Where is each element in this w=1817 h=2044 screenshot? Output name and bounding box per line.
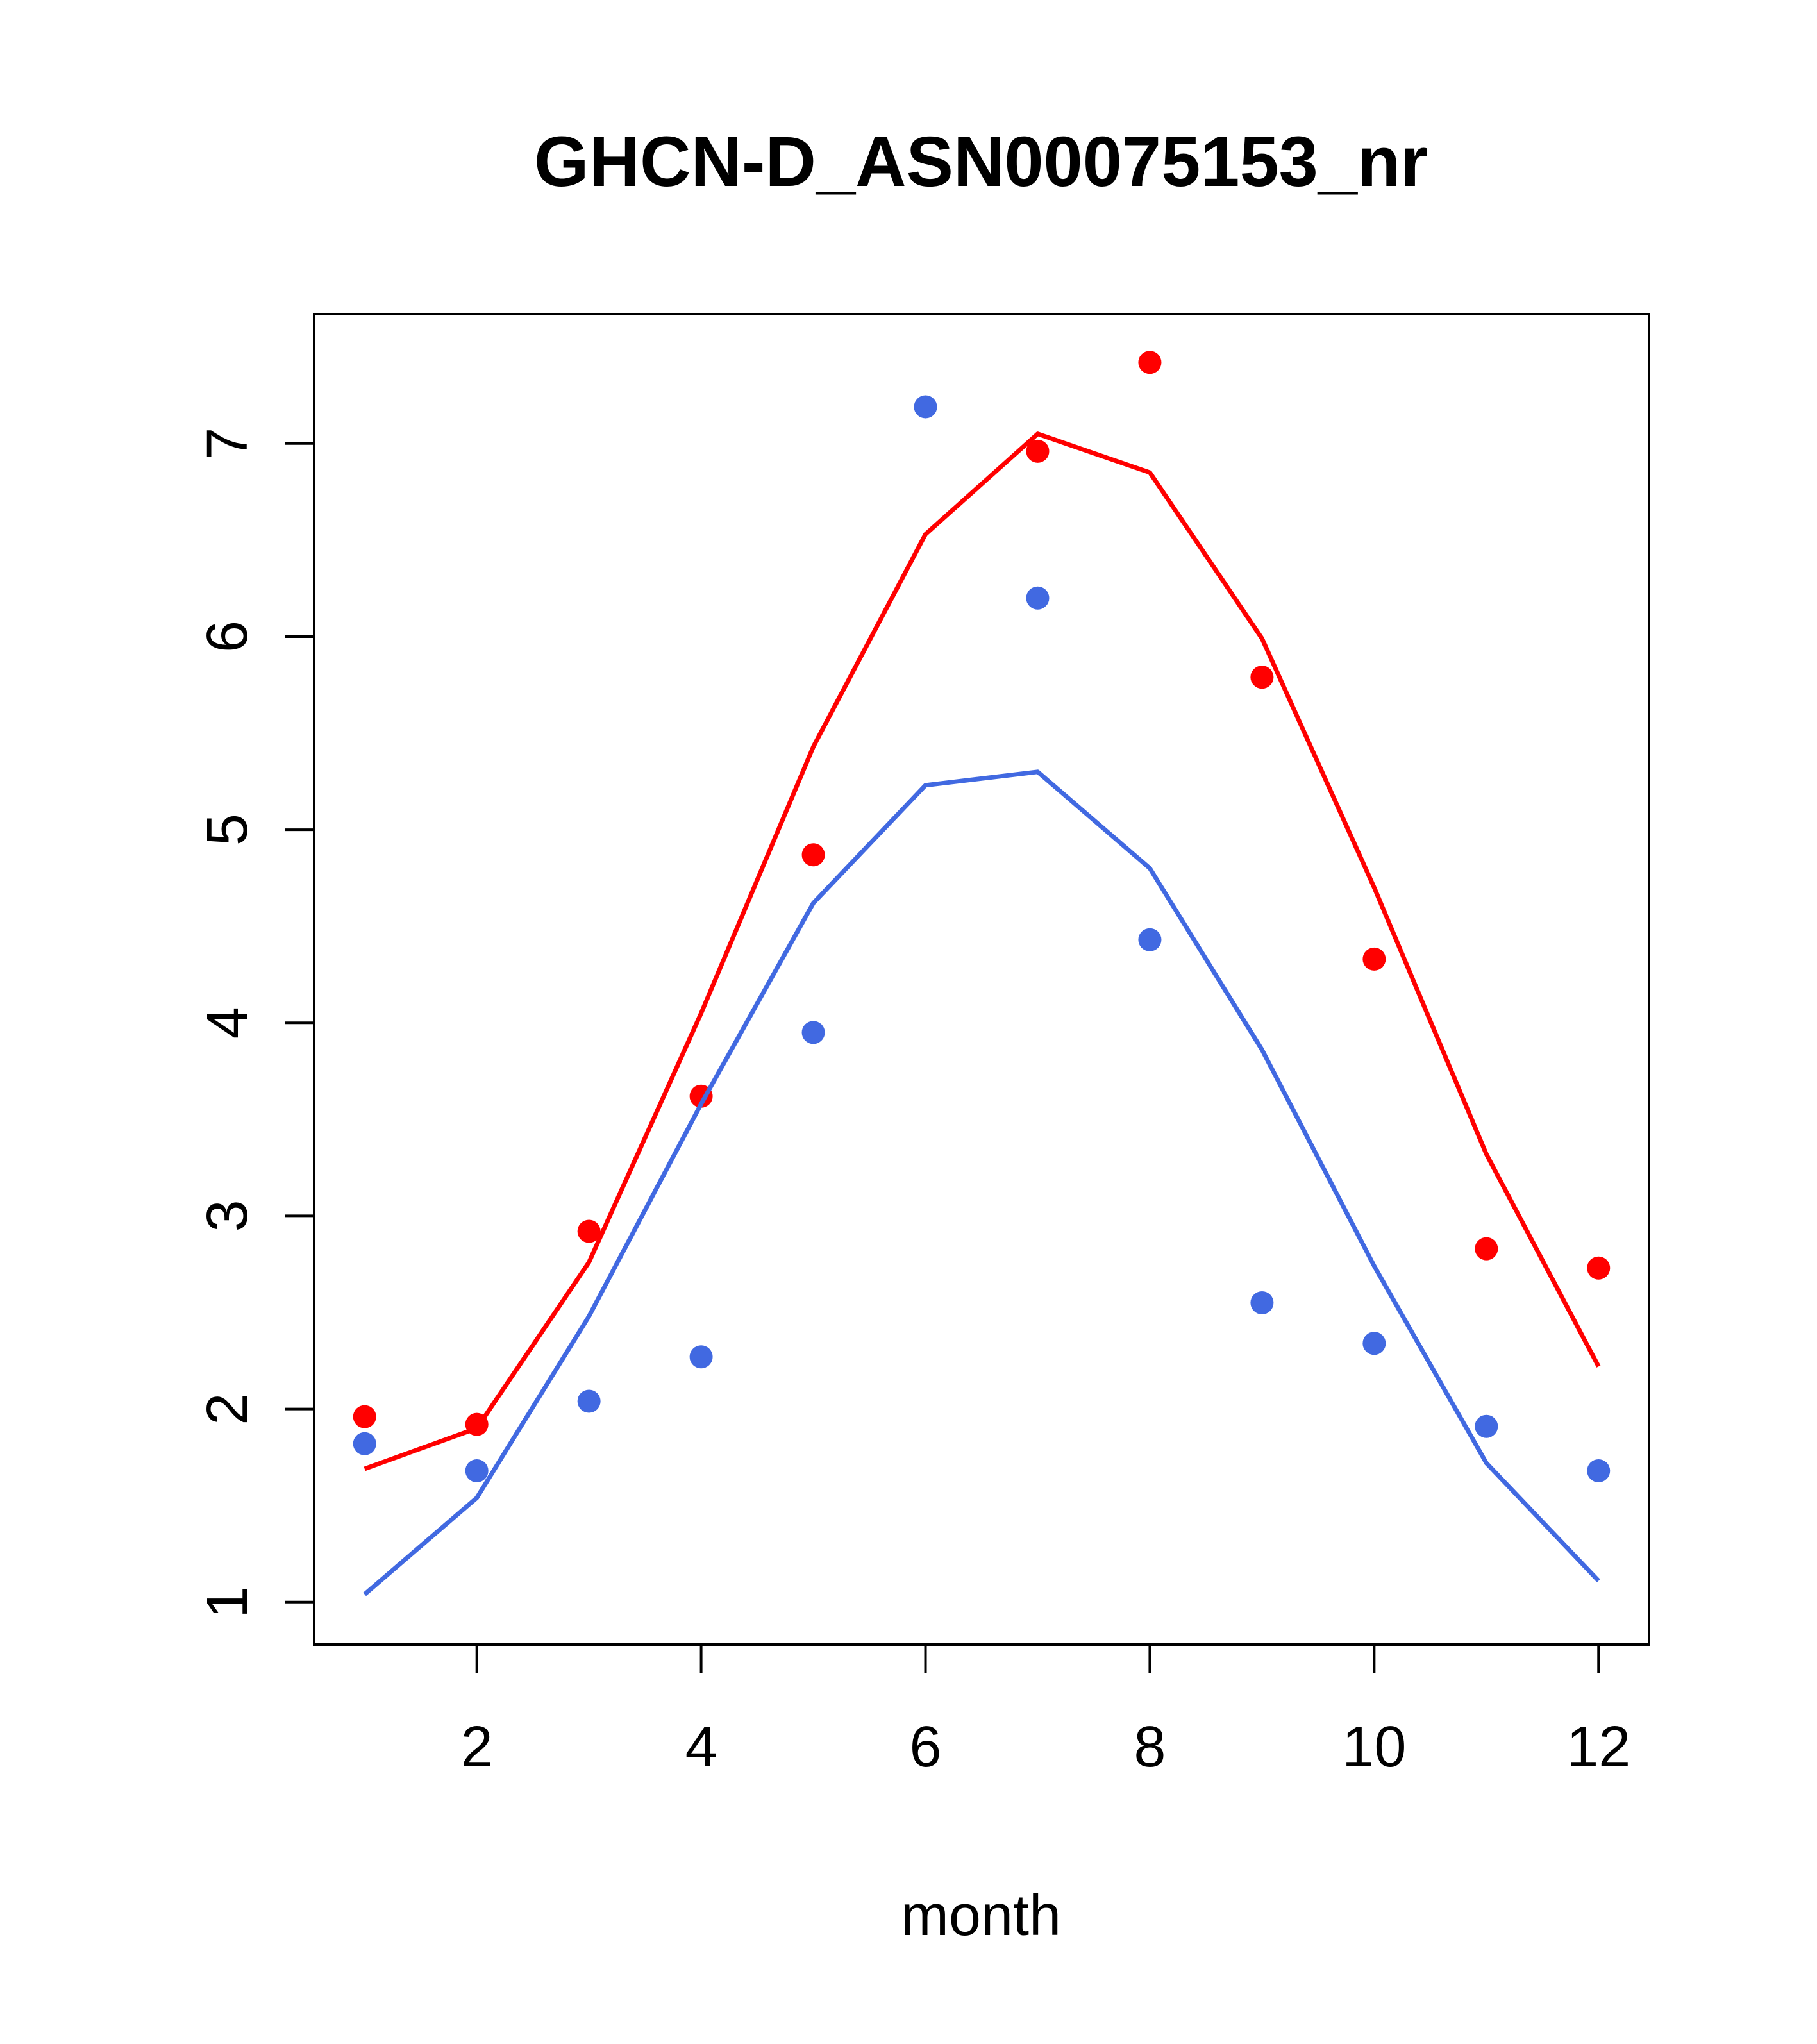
x-tick-label: 2 [461,1715,493,1779]
data-point [353,1405,376,1428]
data-point [1250,1291,1274,1314]
x-tick-label: 4 [685,1715,717,1779]
data-point [801,843,825,867]
data-point [1587,1256,1611,1280]
x-tick-label: 10 [1342,1715,1406,1779]
data-point [577,1389,601,1413]
data-point [1138,351,1162,374]
chart-title: GHCN-D_ASN00075153_nr [534,122,1428,201]
series-1 [353,351,1611,1471]
x-axis: 2 4 6 8 10 12 [461,1643,1630,1779]
data-point [1475,1237,1498,1261]
data-point [1026,586,1050,610]
x-tick-label: 6 [909,1715,941,1779]
data-point [1362,1332,1386,1355]
data-point [1587,1459,1611,1482]
data-point [1250,666,1274,689]
series-layer [353,351,1611,1596]
y-tick-label: 7 [196,428,260,460]
x-axis-label: month [901,1884,1061,1948]
data-point [577,1219,601,1243]
y-tick-label: 1 [196,1586,260,1618]
data-point [465,1459,489,1482]
data-point [689,1345,713,1369]
y-tick-label: 4 [196,1007,260,1039]
data-point [1138,928,1162,951]
data-point [1026,439,1050,463]
data-point [914,395,937,419]
plot-frame [313,313,1650,1646]
y-axis: 1 2 3 4 5 6 7 [196,428,315,1618]
x-tick-label: 8 [1134,1715,1166,1779]
x-tick-label: 12 [1566,1715,1630,1779]
series-2 [353,395,1611,1596]
y-tick-label: 6 [196,621,260,653]
data-point [465,1412,489,1436]
y-tick-label: 3 [196,1200,260,1232]
y-tick-label: 5 [196,814,260,846]
data-point [1475,1414,1498,1438]
data-point [1362,947,1386,971]
y-tick-label: 2 [196,1393,260,1425]
data-point [801,1021,825,1044]
series-line [363,769,1600,1596]
data-point [353,1432,376,1455]
series-line [364,431,1601,1471]
